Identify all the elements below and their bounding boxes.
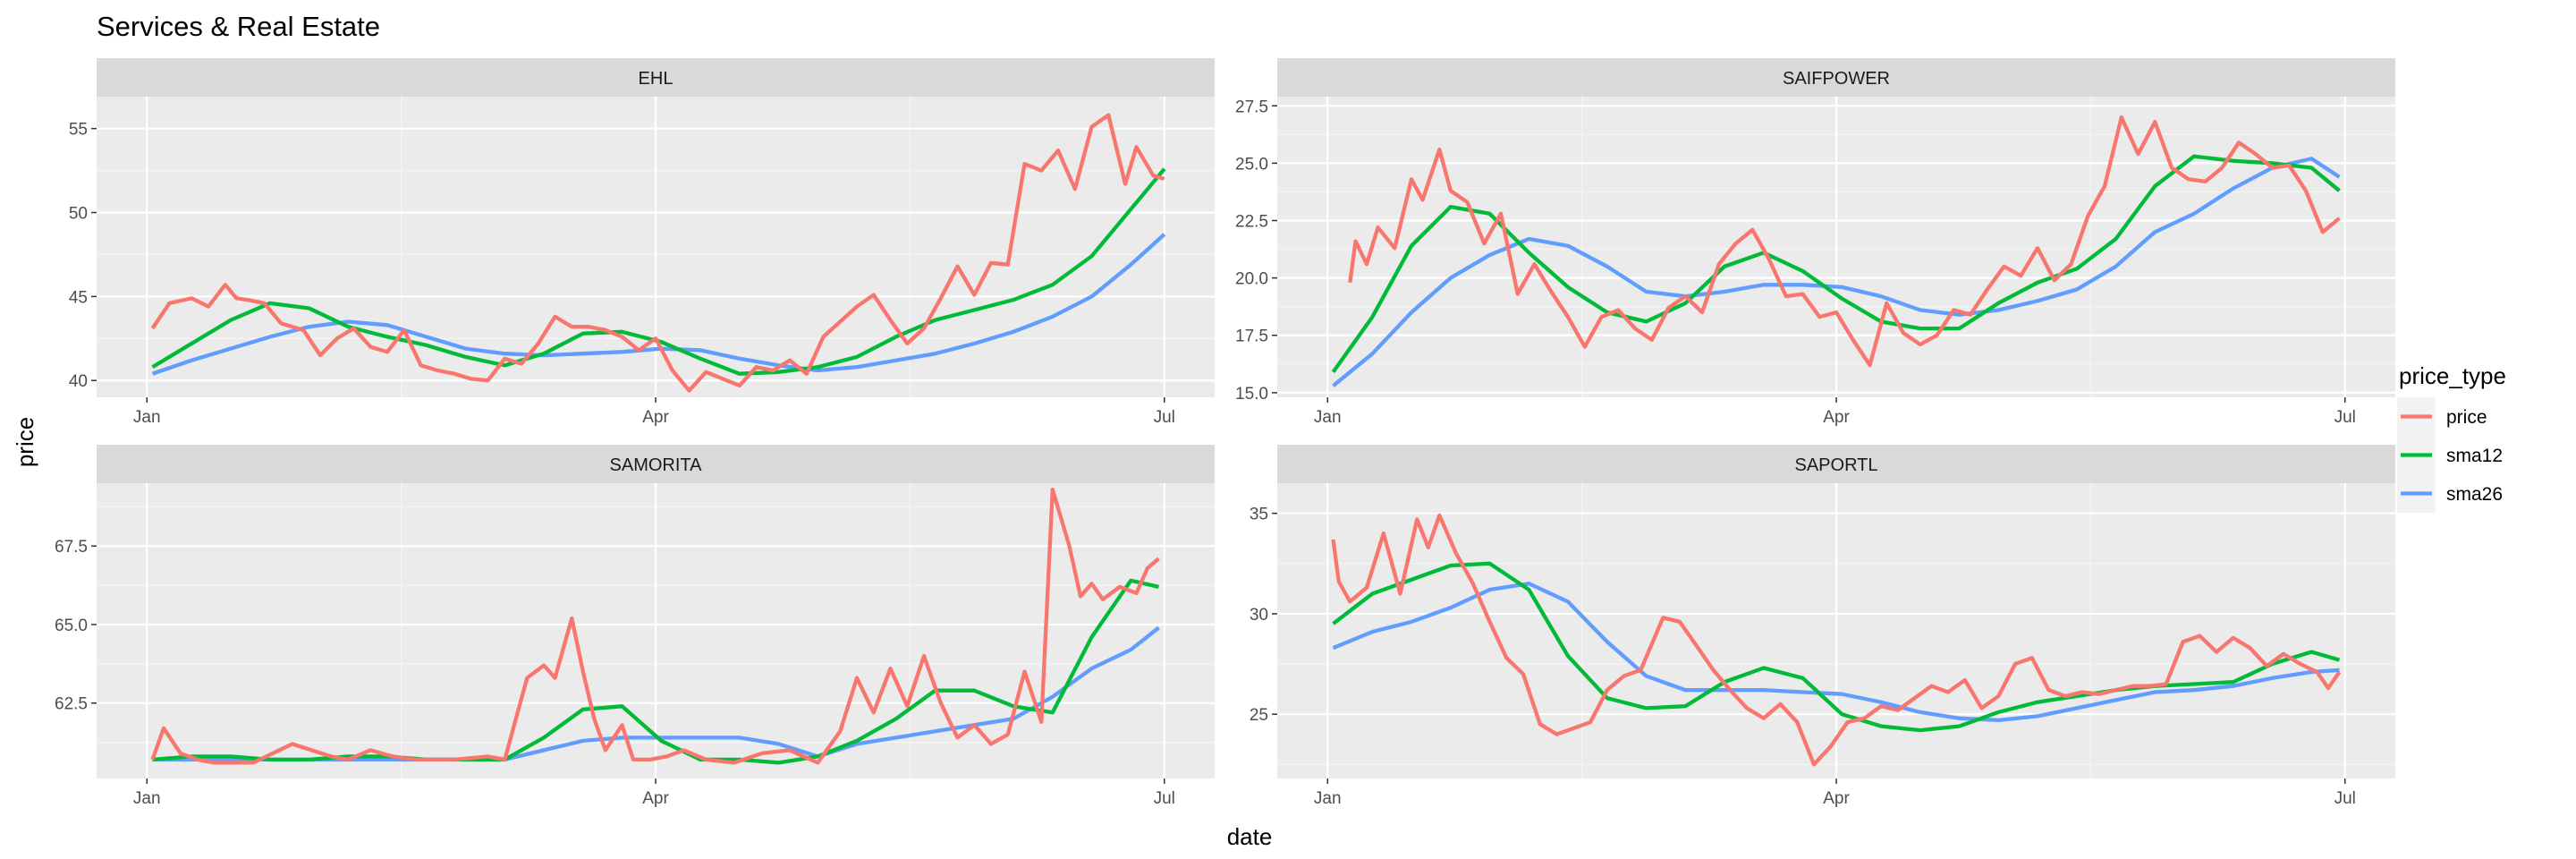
y-tick-label: 25.0	[1235, 155, 1268, 174]
y-axis-title: price	[12, 417, 38, 467]
x-tick-label: Jul	[2334, 789, 2356, 808]
x-tick-label: Jan	[1314, 789, 1342, 808]
legend-label: sma12	[2446, 446, 2503, 466]
x-tick-label: Jan	[133, 408, 161, 427]
facet-strip	[97, 445, 1215, 483]
x-tick-label: Jan	[133, 789, 161, 808]
facet-strip	[1277, 445, 2395, 483]
series-line-sma12	[151, 167, 1166, 376]
y-tick-label: 50	[69, 205, 88, 224]
x-tick-label: Apr	[642, 789, 669, 808]
facet-strip-label: EHL	[639, 69, 674, 89]
y-tick-label: 30	[1250, 606, 1268, 625]
series-line-sma26	[1332, 157, 2341, 387]
y-tick-label: 27.5	[1235, 98, 1268, 116]
facet-strip-label: SAMORITA	[610, 455, 703, 475]
x-tick-label: Jul	[1154, 789, 1175, 808]
series-line-price	[150, 487, 1160, 765]
x-axis-title: date	[1227, 823, 1273, 850]
y-tick-label: 62.5	[55, 695, 88, 714]
facet-panel-samorita: SAMORITA 62.5 65.0 67.5 Jan Apr Jul	[55, 445, 1215, 808]
y-tick-label: 35	[1250, 506, 1268, 524]
legend-label: price	[2446, 407, 2487, 428]
series-line-sma26	[1332, 582, 2340, 723]
x-tick-label: Jul	[1154, 408, 1175, 427]
x-tick-label: Jan	[1314, 408, 1342, 427]
y-tick-label: 20.0	[1235, 270, 1268, 289]
facet-panel-ehl: EHL 40 45 50 55 Jan Apr Jul	[69, 58, 1215, 427]
y-tick-label: 22.5	[1235, 213, 1268, 232]
facet-strip-label: SAIFPOWER	[1783, 69, 1890, 89]
x-tick-label: Apr	[1823, 408, 1850, 427]
legend-item-sma12: sma12	[2397, 436, 2503, 474]
legend: price_type price sma12 sma26	[2397, 362, 2506, 513]
facet-panel-saportl: SAPORTL 25 30 35 Jan Apr Jul	[1250, 445, 2395, 808]
legend-keys: price sma12 sma26	[2397, 397, 2503, 513]
x-tick-label: Apr	[1823, 789, 1850, 808]
facet-strip	[1277, 58, 2395, 97]
facet-panel-saifpower: SAIFPOWER 15.0 17.5 20.0 22.5 25.0 27.5 Jan Apr J…	[1235, 58, 2395, 427]
legend-item-price: price	[2397, 397, 2487, 436]
x-tick-label: Apr	[642, 408, 669, 427]
series-line-sma12	[152, 578, 1159, 765]
legend-title: price_type	[2399, 362, 2506, 389]
legend-item-sma26: sma26	[2397, 474, 2503, 513]
y-tick-label: 67.5	[55, 538, 88, 557]
facet-panels: EHL 40 45 50 55 Jan Apr Jul SAIFPOWER 15.0 17.5 20.…	[55, 58, 2395, 808]
y-tick-label: 55	[69, 121, 88, 140]
facet-strip	[97, 58, 1215, 97]
y-tick-label: 15.0	[1235, 385, 1268, 404]
series-line-price	[1348, 115, 2341, 368]
y-tick-label: 65.0	[55, 617, 88, 635]
series-line-price	[150, 113, 1165, 393]
y-tick-label: 25	[1250, 706, 1268, 725]
x-tick-label: Jul	[2334, 408, 2356, 427]
legend-label: sma26	[2446, 484, 2503, 505]
y-tick-label: 40	[69, 372, 88, 391]
chart-title: Services & Real Estate	[97, 11, 380, 42]
series-line-sma12	[1332, 561, 2341, 733]
y-tick-label: 17.5	[1235, 327, 1268, 346]
series-line-price	[1331, 513, 2342, 767]
y-tick-label: 45	[69, 288, 88, 307]
facet-strip-label: SAPORTL	[1795, 455, 1878, 475]
